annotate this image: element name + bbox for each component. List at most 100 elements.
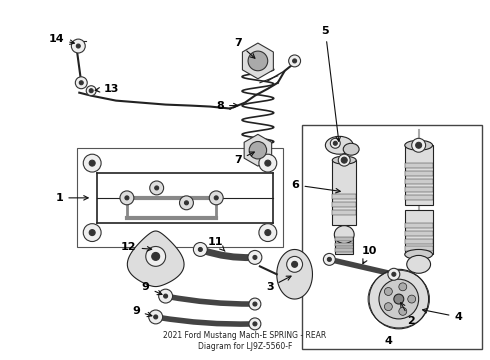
Bar (335, 233, 353, 255)
Circle shape (265, 230, 271, 235)
Bar (405, 231, 433, 235)
Bar (405, 187, 433, 192)
Circle shape (384, 303, 392, 311)
Bar (405, 239, 433, 243)
Bar (301, 125, 482, 349)
Circle shape (289, 55, 300, 67)
Text: 2: 2 (401, 303, 415, 326)
Bar (332, 210, 356, 215)
Circle shape (198, 247, 202, 251)
Circle shape (249, 318, 261, 330)
Ellipse shape (325, 136, 353, 154)
Bar (405, 163, 433, 168)
Polygon shape (277, 249, 313, 299)
Circle shape (159, 289, 172, 303)
Text: 4: 4 (385, 336, 393, 346)
Circle shape (155, 186, 159, 190)
Bar (335, 248, 353, 252)
Circle shape (83, 154, 101, 172)
Circle shape (369, 269, 429, 329)
Circle shape (412, 138, 426, 152)
Circle shape (392, 272, 396, 276)
Circle shape (89, 160, 95, 166)
Polygon shape (243, 43, 273, 79)
Circle shape (399, 283, 407, 291)
Circle shape (388, 268, 400, 280)
Circle shape (179, 196, 194, 210)
Text: 4: 4 (422, 309, 462, 322)
Bar (405, 195, 433, 200)
Circle shape (83, 224, 101, 242)
Text: 12: 12 (121, 243, 152, 252)
Text: 7: 7 (234, 38, 255, 58)
Circle shape (164, 294, 168, 298)
Text: 11: 11 (207, 237, 225, 251)
Bar (405, 145, 433, 205)
Ellipse shape (343, 143, 359, 155)
Circle shape (149, 310, 163, 324)
Circle shape (323, 253, 335, 265)
Circle shape (76, 44, 80, 48)
Bar (332, 160, 356, 225)
Circle shape (72, 39, 85, 53)
Text: 1: 1 (55, 193, 88, 203)
Circle shape (154, 315, 158, 319)
Text: 2021 Ford Mustang Mach-E SPRING - REAR
Diagram for LJ9Z-5560-F: 2021 Ford Mustang Mach-E SPRING - REAR D… (163, 331, 327, 351)
Circle shape (330, 138, 340, 148)
Circle shape (125, 196, 129, 200)
Circle shape (209, 191, 223, 205)
Circle shape (120, 191, 134, 205)
Circle shape (79, 81, 83, 85)
Ellipse shape (405, 140, 433, 150)
Polygon shape (244, 134, 271, 166)
Circle shape (408, 295, 416, 303)
Circle shape (86, 86, 96, 96)
Circle shape (259, 224, 277, 242)
Circle shape (89, 89, 93, 93)
Circle shape (333, 141, 337, 145)
Circle shape (338, 154, 350, 166)
Text: 9: 9 (132, 306, 152, 317)
Circle shape (150, 181, 164, 195)
Ellipse shape (332, 156, 356, 164)
Circle shape (146, 247, 166, 266)
Text: 6: 6 (292, 180, 340, 193)
Circle shape (287, 256, 302, 272)
Circle shape (253, 302, 257, 306)
Circle shape (327, 257, 331, 261)
Text: 3: 3 (266, 276, 291, 292)
Ellipse shape (407, 255, 431, 273)
Circle shape (293, 59, 296, 63)
Circle shape (75, 77, 87, 89)
Bar (332, 194, 356, 199)
Circle shape (259, 154, 277, 172)
Circle shape (292, 261, 297, 267)
Circle shape (184, 201, 189, 205)
Bar (335, 237, 353, 240)
Bar (405, 223, 433, 228)
Text: 10: 10 (361, 247, 377, 264)
Circle shape (89, 230, 95, 235)
Text: 14: 14 (49, 34, 74, 44)
Circle shape (194, 243, 207, 256)
Circle shape (249, 298, 261, 310)
Text: 7: 7 (234, 152, 254, 165)
Ellipse shape (405, 249, 433, 260)
Circle shape (379, 279, 418, 319)
Circle shape (253, 322, 257, 326)
Bar (405, 179, 433, 184)
Circle shape (341, 157, 347, 163)
Text: 5: 5 (321, 26, 341, 141)
Text: 8: 8 (216, 100, 238, 111)
Bar (77, 148, 283, 247)
Text: 13: 13 (95, 84, 119, 94)
Circle shape (253, 255, 257, 260)
Circle shape (416, 142, 421, 148)
Bar (335, 243, 353, 247)
Polygon shape (127, 231, 184, 287)
Bar (405, 210, 433, 255)
Bar (332, 202, 356, 207)
Bar (405, 171, 433, 176)
Circle shape (152, 252, 160, 260)
Text: 9: 9 (142, 282, 162, 294)
